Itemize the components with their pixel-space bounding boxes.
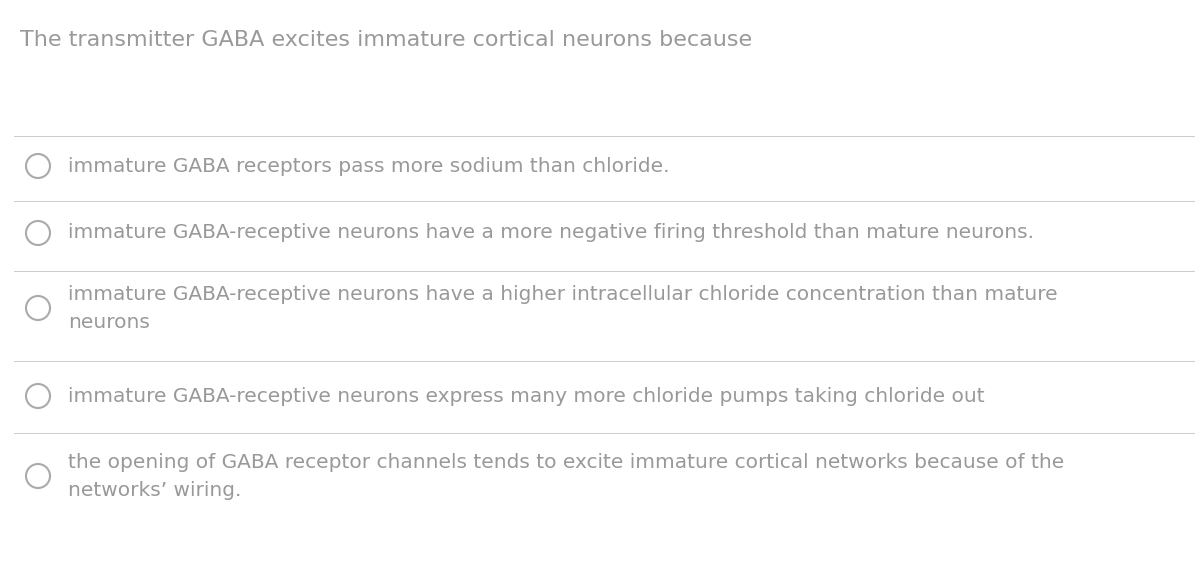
Text: immature GABA receptors pass more sodium than chloride.: immature GABA receptors pass more sodium… bbox=[68, 157, 670, 175]
Text: immature GABA-receptive neurons have a higher intracellular chloride concentrati: immature GABA-receptive neurons have a h… bbox=[68, 285, 1057, 332]
Text: immature GABA-receptive neurons have a more negative firing threshold than matur: immature GABA-receptive neurons have a m… bbox=[68, 224, 1034, 242]
Text: The transmitter GABA excites immature cortical neurons because: The transmitter GABA excites immature co… bbox=[20, 30, 752, 50]
Text: immature GABA-receptive neurons express many more chloride pumps taking chloride: immature GABA-receptive neurons express … bbox=[68, 387, 985, 405]
Text: the opening of GABA receptor channels tends to excite immature cortical networks: the opening of GABA receptor channels te… bbox=[68, 452, 1064, 500]
